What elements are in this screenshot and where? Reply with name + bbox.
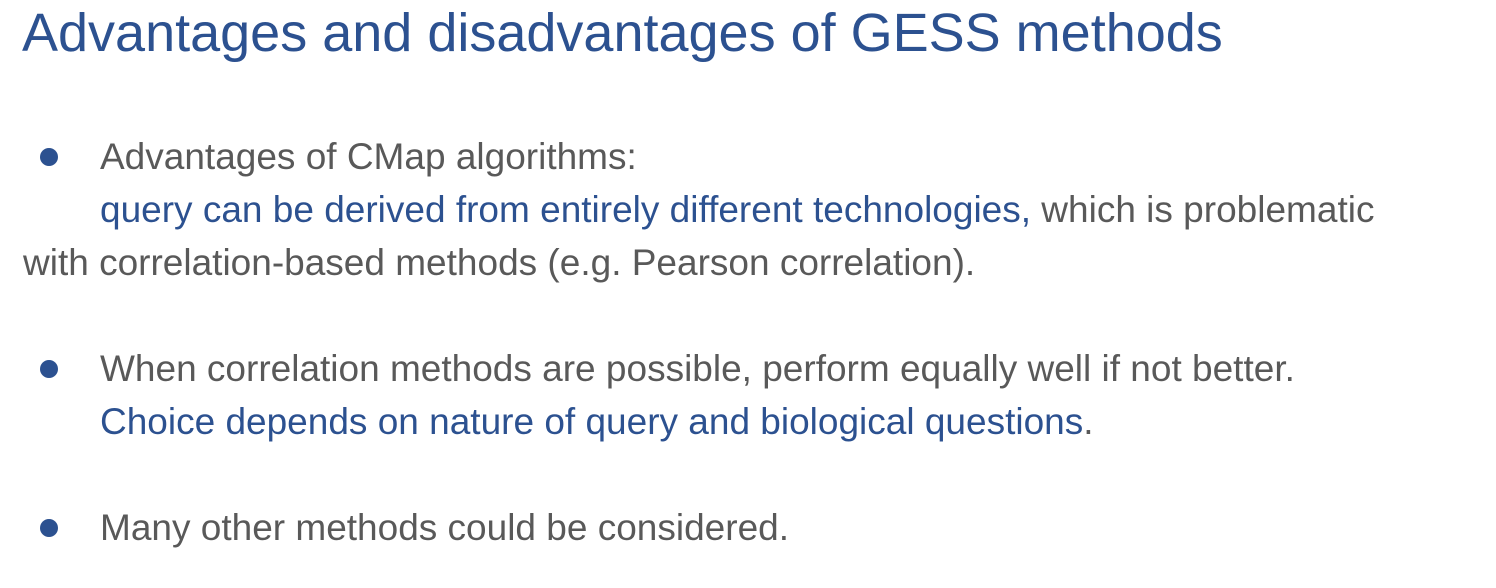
slide-title: Advantages and disadvantages of GESS met… [22,3,1223,63]
highlighted-text: Choice depends on nature of query and bi… [100,401,1084,442]
bullet-dot-icon [40,148,58,166]
bullet-dot-icon [40,519,58,537]
bullet-line: When correlation methods are possible, p… [100,348,1295,389]
bullet-text-continuation: . [1083,401,1094,442]
bullet-line-wrapped: with correlation-based methods (e.g. Pea… [23,242,976,283]
bullet-line: Advantages of CMap algorithms: [100,136,637,177]
bullet-dot-icon [40,360,58,378]
bullet-line: Many other methods could be considered. [100,507,790,548]
bullet-text-continuation: which is problematic [1031,189,1375,230]
bullet-line: Choice depends on nature of query and bi… [100,395,1094,448]
highlighted-text: query can be derived from entirely diffe… [100,189,1032,230]
bullet-line: query can be derived from entirely diffe… [100,183,1374,236]
